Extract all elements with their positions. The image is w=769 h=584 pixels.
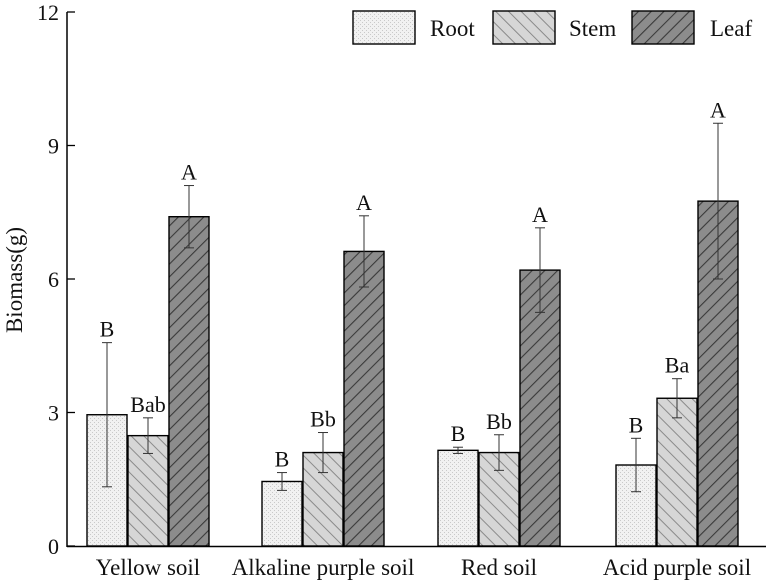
bar-leaf bbox=[519, 269, 561, 547]
y-tick-label: 3 bbox=[48, 401, 59, 426]
legend-item-stem: Stem bbox=[492, 10, 616, 45]
legend: Root Stem Leaf bbox=[352, 10, 752, 45]
legend-item-root: Root bbox=[352, 10, 475, 45]
bar-root bbox=[261, 480, 303, 547]
error-bar bbox=[535, 227, 545, 313]
y-tick-label: 12 bbox=[37, 0, 59, 25]
legend-swatch bbox=[492, 10, 556, 45]
significance-label: B bbox=[100, 317, 115, 342]
legend-label: Root bbox=[430, 16, 475, 41]
y-tick-label: 0 bbox=[48, 534, 59, 559]
x-tick-label: Alkaline purple soil bbox=[232, 555, 415, 580]
significance-label: A bbox=[710, 97, 726, 122]
error-bar bbox=[184, 185, 194, 249]
legend-label: Leaf bbox=[710, 16, 752, 41]
bar-labels: B Bab A B Bb A B Bb A B Ba A bbox=[100, 97, 726, 471]
legend-item-leaf: Leaf bbox=[631, 10, 752, 45]
significance-label: A bbox=[356, 190, 372, 215]
x-tick-label: Red soil bbox=[461, 555, 537, 580]
significance-label: B bbox=[629, 412, 644, 437]
x-tick-labels: Yellow soil Alkaline purple soil Red soil A… bbox=[96, 555, 751, 580]
bar-leaf bbox=[343, 250, 385, 547]
legend-swatch bbox=[631, 10, 695, 45]
y-tick-label: 6 bbox=[48, 267, 59, 292]
error-bar bbox=[672, 378, 682, 419]
significance-label: Bab bbox=[130, 392, 165, 417]
significance-label: A bbox=[532, 202, 548, 227]
error-bar bbox=[453, 446, 463, 454]
significance-label: Bb bbox=[310, 407, 336, 432]
y-axis-title: Biomass(g) bbox=[2, 227, 27, 333]
legend-swatch bbox=[352, 10, 416, 45]
y-ticks: 0 3 6 9 12 bbox=[37, 0, 75, 559]
x-tick-label: Acid purple soil bbox=[603, 555, 751, 580]
significance-label: B bbox=[451, 421, 466, 446]
bar-leaf bbox=[168, 215, 210, 547]
error-bar bbox=[494, 434, 504, 471]
error-bar bbox=[277, 472, 287, 491]
error-bar bbox=[631, 437, 641, 493]
error-bar bbox=[713, 122, 723, 280]
error-bars bbox=[102, 122, 723, 493]
error-bar bbox=[318, 432, 328, 474]
legend-label: Stem bbox=[569, 16, 616, 41]
error-bar bbox=[102, 342, 112, 488]
error-bar bbox=[143, 417, 153, 454]
bar-root bbox=[437, 449, 479, 547]
bar-leaf bbox=[697, 200, 739, 547]
x-tick-label: Yellow soil bbox=[96, 555, 200, 580]
bars bbox=[86, 200, 739, 547]
significance-label: A bbox=[181, 160, 197, 185]
significance-label: Bb bbox=[486, 409, 512, 434]
significance-label: B bbox=[275, 447, 290, 472]
error-bar bbox=[359, 215, 369, 288]
y-tick-label: 9 bbox=[48, 134, 59, 159]
bar-stem bbox=[656, 397, 698, 547]
bar-stem bbox=[127, 434, 169, 547]
significance-label: Ba bbox=[665, 353, 690, 378]
